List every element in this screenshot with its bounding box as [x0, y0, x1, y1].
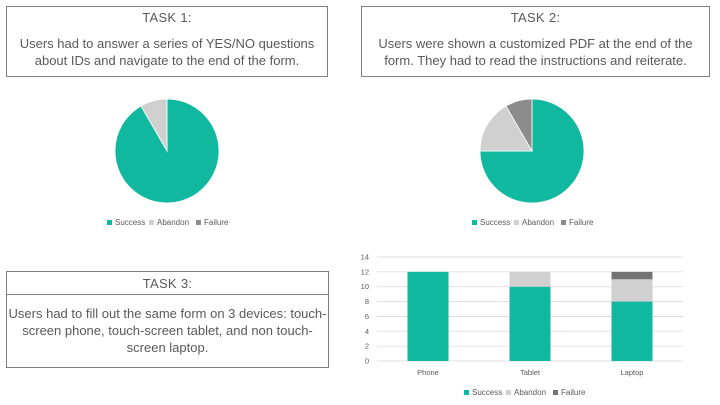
- y-tick-label: 0: [365, 357, 369, 366]
- legend-swatch-success: [472, 220, 477, 225]
- bar-tablet-success: [509, 286, 551, 361]
- y-tick-label: 2: [365, 342, 369, 351]
- y-tick-label: 6: [365, 312, 369, 321]
- y-tick-label: 4: [365, 327, 369, 336]
- task1-description: Users had to answer a series of YES/NO q…: [19, 36, 315, 68]
- bar-laptop-failure: [611, 271, 653, 280]
- legend-label-abandon: Abandon: [157, 218, 189, 227]
- task2-description: Users were shown a customized PDF at the…: [378, 36, 693, 68]
- legend-swatch-success: [464, 390, 469, 395]
- legend-swatch-abandon: [149, 220, 154, 225]
- legend-label-abandon: Abandon: [522, 218, 554, 227]
- bar-laptop-success: [611, 301, 653, 361]
- y-tick-label: 10: [361, 282, 369, 291]
- legend-label-success: Success: [472, 388, 502, 397]
- task2-box: TASK 2: Users were shown a customized PD…: [361, 6, 710, 77]
- y-tick-label: 12: [361, 267, 369, 276]
- task3-box: TASK 3: Users had to fill out the same f…: [6, 271, 329, 368]
- stacked-bar-chart: 0 2 4 6 8 10 12 14 Phone Tablet Laptop: [361, 253, 683, 377]
- legend-label-failure: Failure: [561, 388, 586, 397]
- x-tick-label: Phone: [417, 368, 439, 377]
- task3-description: Users had to fill out the same form on 3…: [8, 306, 327, 355]
- legend-swatch-abandon: [514, 220, 519, 225]
- x-tick-label: Tablet: [520, 368, 541, 377]
- legend-label-failure: Failure: [569, 218, 594, 227]
- bar-laptop-abandon: [611, 279, 653, 302]
- y-tick-label: 8: [365, 297, 369, 306]
- pie-chart-2: [479, 98, 585, 204]
- y-tick-label: 14: [361, 253, 369, 262]
- pie-slice-abandon: [479, 105, 533, 152]
- x-tick-label: Laptop: [621, 368, 644, 377]
- bar-tablet-abandon: [509, 271, 551, 287]
- task1-box: TASK 1: Users had to answer a series of …: [6, 6, 328, 77]
- legend-label-failure: Failure: [204, 218, 229, 227]
- legend-label-success: Success: [480, 218, 510, 227]
- legend-bar: Success Abandon Failure: [464, 388, 586, 397]
- pie-slice-failure: [505, 98, 533, 153]
- legend-label-success: Success: [115, 218, 145, 227]
- legend-swatch-failure: [561, 220, 566, 225]
- bar-phone-success: [407, 271, 449, 361]
- legend-label-abandon: Abandon: [514, 388, 546, 397]
- legend-pie-1: Success Abandon Failure: [107, 218, 229, 227]
- task1-title: TASK 1:: [142, 10, 192, 25]
- task3-title: TASK 3:: [7, 276, 328, 295]
- legend-swatch-success: [107, 220, 112, 225]
- legend-swatch-abandon: [506, 390, 511, 395]
- legend-swatch-failure: [196, 220, 201, 225]
- legend-swatch-failure: [553, 390, 558, 395]
- legend-pie-2: Success Abandon Failure: [472, 218, 594, 227]
- pie-slice-abandon: [140, 98, 168, 153]
- pie-slice-success: [479, 98, 585, 204]
- pie-chart-1: [114, 98, 220, 204]
- task2-title: TASK 2:: [510, 10, 561, 25]
